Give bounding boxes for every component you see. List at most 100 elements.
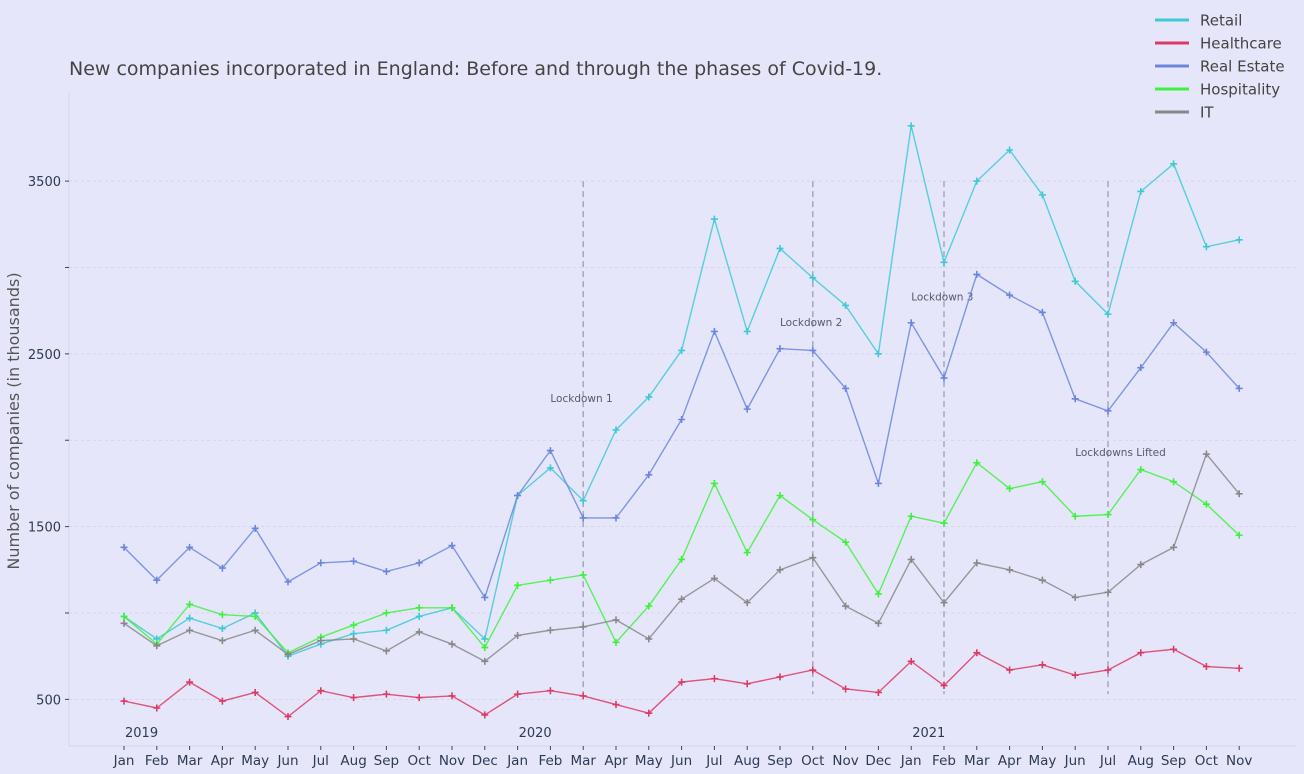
data-point-real-estate — [940, 374, 948, 382]
data-point-it — [382, 647, 390, 655]
data-point-hospitality — [776, 492, 784, 500]
data-point-real-estate — [776, 345, 784, 353]
data-point-retail — [1038, 191, 1046, 199]
data-point-it — [743, 599, 751, 607]
x-tick-label: Jun — [1064, 753, 1086, 769]
data-point-hospitality — [940, 519, 948, 527]
y-axis-label: Number of companies (in thousands) — [4, 272, 23, 569]
x-tick-label: Dec — [865, 753, 891, 769]
x-tick-label: Nov — [1226, 753, 1252, 769]
x-tick-label: Oct — [408, 753, 431, 769]
data-point-it — [776, 566, 784, 574]
data-point-it — [120, 619, 128, 627]
data-point-hospitality — [186, 600, 194, 608]
data-point-healthcare — [546, 687, 554, 695]
data-point-it — [350, 635, 358, 643]
x-tick-label: Jan — [900, 753, 922, 769]
data-point-real-estate — [678, 416, 686, 423]
data-point-hospitality — [1235, 531, 1243, 539]
data-point-healthcare — [1202, 663, 1210, 671]
data-point-hospitality — [415, 604, 423, 612]
data-point-healthcare — [514, 690, 522, 698]
data-point-real-estate — [415, 559, 423, 567]
data-point-healthcare — [907, 657, 915, 665]
data-point-healthcare — [186, 678, 194, 686]
data-point-healthcare — [940, 682, 948, 690]
data-point-it — [1038, 576, 1046, 584]
data-point-it — [514, 631, 522, 639]
data-point-it — [678, 595, 686, 603]
data-point-retail — [710, 215, 718, 223]
data-point-healthcare — [1235, 664, 1243, 672]
data-point-hospitality — [678, 555, 686, 563]
data-point-retail — [186, 614, 194, 622]
data-point-healthcare — [678, 678, 686, 686]
data-point-retail — [1170, 160, 1178, 168]
data-point-healthcare — [317, 687, 325, 695]
data-point-it — [973, 559, 981, 567]
data-point-retail — [1235, 236, 1243, 244]
x-tick-label: Nov — [832, 753, 858, 769]
data-point-retail — [612, 426, 620, 434]
axis-layer: 500 1500 2500 3500 Jan Feb Mar Apr May Jun Jul Aug S… — [28, 93, 1296, 769]
data-point-hospitality — [907, 512, 915, 520]
data-point-it — [1202, 450, 1210, 458]
data-point-hospitality — [514, 581, 522, 589]
data-point-real-estate — [809, 346, 817, 354]
x-tick-label: Jan — [113, 753, 135, 769]
data-point-healthcare — [1170, 645, 1178, 653]
data-point-healthcare — [481, 711, 489, 719]
legend-label: Healthcare — [1200, 35, 1282, 53]
data-point-it — [481, 657, 489, 665]
data-point-real-estate — [1038, 308, 1046, 316]
data-point-it — [218, 637, 226, 645]
data-point-real-estate — [579, 514, 587, 522]
data-point-retail — [415, 612, 423, 620]
data-point-hospitality — [1170, 478, 1178, 486]
x-tick-label: Nov — [439, 753, 465, 769]
data-point-retail — [481, 635, 489, 643]
annotation-label: Lockdown 1 — [550, 393, 612, 405]
data-point-real-estate — [973, 270, 981, 278]
data-point-it — [1235, 490, 1243, 498]
data-point-hospitality — [120, 612, 128, 620]
data-point-healthcare — [776, 673, 784, 681]
x-tick-label: Oct — [801, 753, 824, 769]
data-point-retail — [1202, 243, 1210, 251]
data-point-real-estate — [743, 405, 751, 413]
data-point-healthcare — [1071, 671, 1079, 679]
x-tick-label: Sep — [767, 753, 792, 769]
chart-title: New companies incorporated in England: B… — [69, 58, 882, 80]
y-tick-label: 3500 — [28, 175, 61, 190]
data-point-it — [579, 623, 587, 631]
x-tick-label: Oct — [1195, 753, 1218, 769]
data-point-hospitality — [251, 612, 259, 620]
data-point-retail — [546, 464, 554, 472]
data-point-real-estate — [382, 568, 390, 576]
data-point-real-estate — [612, 514, 620, 522]
data-point-it — [1137, 561, 1145, 569]
data-point-real-estate — [1137, 364, 1145, 372]
data-point-hospitality — [448, 604, 456, 612]
data-point-real-estate — [218, 564, 226, 572]
data-point-healthcare — [809, 666, 817, 674]
data-point-hospitality — [1137, 466, 1145, 474]
data-point-hospitality — [743, 549, 751, 557]
data-point-healthcare — [284, 713, 292, 721]
data-point-retail — [743, 327, 751, 335]
data-point-real-estate — [514, 492, 522, 500]
data-point-real-estate — [1006, 291, 1014, 299]
x-tick-label: Jan — [506, 753, 528, 769]
data-point-real-estate — [546, 447, 554, 455]
data-point-retail — [842, 301, 850, 309]
data-point-it — [448, 640, 456, 648]
legend-label: Hospitality — [1200, 81, 1280, 99]
data-point-real-estate — [153, 576, 161, 584]
data-point-hospitality — [1006, 485, 1014, 493]
x-tick-label: Mar — [570, 753, 596, 769]
data-point-healthcare — [382, 690, 390, 698]
data-point-hospitality — [481, 644, 489, 652]
data-point-real-estate — [317, 559, 325, 567]
x-tick-label: Mar — [964, 753, 990, 769]
